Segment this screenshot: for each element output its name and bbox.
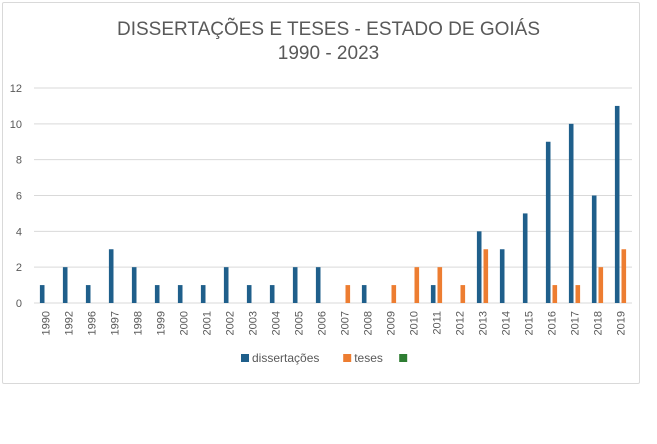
x-tick-label: 2003 [248, 311, 260, 335]
x-tick-label: 2001 [202, 311, 214, 335]
bar-dissertações [591, 195, 597, 303]
x-tick-label: 2011 [432, 311, 444, 335]
y-tick-label: 4 [16, 226, 22, 238]
bar-dissertações [108, 249, 114, 303]
bar-teses [483, 249, 489, 303]
x-tick-label: 1999 [156, 311, 168, 335]
bar-dissertações [522, 213, 528, 303]
x-tick-label: 2016 [547, 311, 559, 335]
y-tick-label: 12 [10, 83, 22, 95]
legend-swatch [343, 354, 352, 362]
bar-dissertações [223, 267, 229, 303]
x-tick-label: 2002 [225, 311, 237, 335]
bar-teses [621, 249, 627, 303]
bar-dissertações [476, 231, 482, 303]
legend-label: teses [354, 351, 383, 365]
x-tick-label: 2010 [409, 311, 421, 335]
bar-dissertações [39, 285, 45, 303]
bar-dissertações [614, 105, 620, 304]
x-tick-label: 2000 [179, 311, 191, 335]
bar-dissertações [568, 123, 574, 303]
x-tick-label: 2019 [616, 311, 628, 335]
x-tick-label: 2004 [271, 311, 283, 335]
bar-teses [460, 285, 466, 303]
bar-teses [391, 285, 397, 303]
x-tick-label: 1996 [87, 311, 99, 335]
bar-dissertações [545, 141, 551, 303]
bar-teses [414, 267, 420, 303]
bar-dissertações [131, 267, 137, 303]
x-tick-label: 2005 [294, 311, 306, 335]
x-tick-label: 2017 [570, 311, 582, 335]
x-tick-label: 2009 [386, 311, 398, 335]
bar-teses [575, 285, 581, 303]
bar-dissertações [269, 285, 275, 303]
bar-teses [552, 285, 558, 303]
x-tick-label: 2007 [340, 311, 352, 335]
x-tick-label: 2008 [363, 311, 375, 335]
chart-title: DISSERTAÇÕES E TESES - ESTADO DE GOIÁS [116, 19, 541, 40]
y-tick-label: 6 [16, 191, 22, 203]
bar-dissertações [246, 285, 252, 303]
chart-title-block: DISSERTAÇÕES E TESES - ESTADO DE GOIÁS 1… [0, 18, 657, 66]
x-tick-label: 2014 [501, 311, 513, 335]
bar-dissertações [154, 285, 160, 303]
bar-teses [598, 267, 604, 303]
bar-dissertações [62, 267, 68, 303]
bar-dissertações [85, 285, 91, 303]
x-tick-label: 1997 [110, 311, 122, 335]
bar-dissertações [292, 267, 298, 303]
legend-swatch [241, 354, 249, 362]
legend-swatch [399, 354, 408, 362]
x-tick-label: 2015 [524, 311, 536, 335]
y-tick-label: 0 [16, 298, 22, 310]
x-tick-label: 2006 [317, 311, 329, 335]
x-tick-label: 2013 [478, 311, 490, 335]
x-tick-label: 1992 [64, 311, 76, 335]
bar-dissertações [177, 285, 183, 303]
x-tick-label: 2018 [593, 311, 605, 335]
x-tick-label: 1998 [133, 311, 145, 335]
x-tick-label: 1990 [41, 311, 53, 335]
x-tick-label: 2012 [455, 311, 467, 335]
chart-frame [2, 2, 640, 384]
bar-teses [437, 267, 443, 303]
bar-dissertações [200, 285, 206, 303]
bar-teses [345, 285, 351, 303]
bar-dissertações [499, 249, 505, 303]
bar-dissertações [315, 267, 321, 303]
bar-dissertações [361, 285, 367, 303]
legend-label: dissertações [252, 351, 319, 365]
chart-subtitle: 1990 - 2023 [277, 43, 380, 64]
y-tick-label: 2 [16, 262, 22, 274]
y-tick-label: 8 [16, 155, 22, 167]
y-tick-label: 10 [10, 119, 22, 131]
bar-dissertações [430, 285, 436, 303]
